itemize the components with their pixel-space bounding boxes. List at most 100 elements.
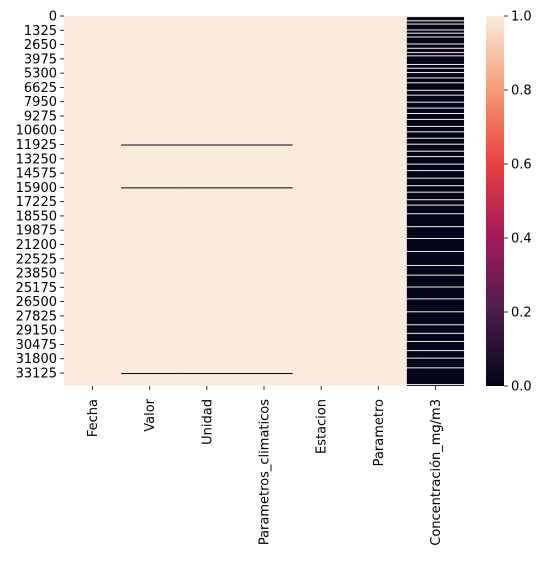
heatmap-cell-present: [406, 67, 464, 69]
y-tick-label: 26500: [16, 295, 57, 310]
heatmap-cell-present: [406, 131, 464, 133]
heatmap-cell-present: [406, 204, 464, 206]
heatmap-cell-present: [406, 274, 464, 276]
x-tick-label: Parametro: [372, 399, 387, 466]
heatmap-column-5: [349, 16, 408, 386]
heatmap-cell-present: [406, 170, 464, 172]
heatmap-cell-present: [406, 77, 464, 79]
heatmap-cell-missing: [178, 373, 236, 375]
heatmap-cell-present: [406, 185, 464, 187]
heatmap-cell-missing: [121, 187, 179, 189]
heatmap-cell-present: [406, 36, 464, 38]
heatmap-cell-present: [406, 264, 464, 266]
heatmap-cell-missing: [235, 144, 293, 146]
x-tick-label: Unidad: [200, 399, 215, 445]
heatmap-cell-present: [406, 72, 464, 74]
heatmap-cell-present: [406, 55, 464, 57]
x-axis-tick-labels: Fecha Valor Unidad Parametros_climaticos Est…: [86, 386, 444, 546]
heatmap-cell-present: [406, 112, 464, 114]
y-tick-label: 14575: [16, 167, 57, 182]
y-tick-label: 27825: [16, 309, 57, 324]
y-tick-label: 11925: [16, 138, 57, 153]
x-tick-label: Fecha: [86, 399, 101, 437]
heatmap-cell-present: [406, 32, 464, 34]
y-axis-tick-labels: 0132526503975530066257950927510600119251…: [16, 10, 64, 382]
y-tick-label: 10600: [16, 124, 57, 139]
y-tick-label: 30475: [16, 338, 57, 353]
y-tick-label: 7950: [24, 95, 57, 110]
heatmap-cell-present: [406, 250, 464, 252]
heatmap-column-1: [121, 16, 179, 386]
heatmap-cell-present: [406, 384, 464, 386]
y-tick-label: 21200: [16, 238, 57, 253]
y-tick-label: 2650: [24, 38, 57, 53]
heatmap-cell-present: [406, 29, 464, 31]
heatmap-cell-present: [406, 94, 464, 96]
heatmap-cell-present: [406, 107, 464, 109]
colorbar: 0.0 0.2 0.4 0.6 0.8 1.0: [486, 10, 532, 395]
heatmap-cell-missing: [235, 373, 293, 375]
heatmap-cell-present: [406, 125, 464, 127]
heatmap-cell-present: [406, 238, 464, 240]
heatmap-cell-present: [406, 340, 464, 342]
heatmap-cell-present: [406, 213, 464, 215]
heatmap-cell-missing: [121, 144, 179, 146]
colorbar-tick-label: 0.4: [511, 232, 532, 247]
y-tick-label: 23850: [16, 267, 57, 282]
heatmap-column-4: [292, 16, 351, 386]
y-tick-label: 15900: [16, 181, 57, 196]
x-tick-label: Estacion: [315, 399, 330, 454]
y-tick-label: 3975: [24, 52, 57, 67]
heatmap-cell-present: [406, 324, 464, 326]
y-tick-label: 33125: [16, 367, 57, 382]
colorbar-gradient: [486, 16, 504, 386]
heatmap-column-6: [406, 16, 464, 386]
y-tick-label: 25175: [16, 281, 57, 296]
y-tick-label: 31800: [16, 352, 57, 367]
heatmap-cell-present: [406, 137, 464, 139]
x-tick-label: Concentración_mg/m3: [429, 399, 444, 546]
heatmap-cell-present: [406, 63, 464, 65]
heatmap-plot-area: [64, 16, 465, 386]
heatmap-cell-present: [406, 332, 464, 334]
heatmap-cell-present: [406, 163, 464, 165]
x-tick-label: Parametros_climaticos: [258, 399, 273, 545]
heatmap-cell-present: [406, 298, 464, 300]
y-tick-label: 1325: [24, 24, 57, 39]
y-tick-label: 0: [49, 10, 57, 25]
heatmap-cell-present: [406, 20, 464, 22]
x-tick-label: Valor: [143, 398, 158, 431]
y-tick-label: 6625: [24, 81, 57, 96]
heatmap-cell-present: [406, 156, 464, 158]
colorbar-tick-label: 0.8: [511, 84, 532, 99]
heatmap-cell-present: [406, 199, 464, 201]
heatmap-column-3: [235, 16, 294, 386]
heatmap-cell-present: [406, 101, 464, 103]
heatmap-cell-present: [406, 150, 464, 152]
heatmap-cell-missing: [178, 144, 236, 146]
heatmap-cell-present: [406, 118, 464, 120]
y-tick-label: 13250: [16, 152, 57, 167]
y-tick-label: 5300: [24, 67, 57, 82]
heatmap-cell-present: [406, 357, 464, 359]
heatmap-cell-missing: [121, 373, 179, 375]
heatmap-cell-present: [406, 350, 464, 352]
heatmap-column-2: [178, 16, 236, 386]
heatmap-cell-present: [406, 52, 464, 54]
heatmap-cell-present: [406, 177, 464, 179]
heatmap-cell-present: [406, 23, 464, 25]
y-tick-label: 17225: [16, 195, 57, 210]
heatmap-cell-missing: [178, 187, 236, 189]
y-tick-label: 9275: [24, 109, 57, 124]
heatmap-cell-present: [406, 367, 464, 369]
heatmap-cell-present: [406, 47, 464, 49]
heatmap-cell-present: [406, 311, 464, 313]
heatmap-cell-missing: [235, 187, 293, 189]
y-tick-label: 19875: [16, 224, 57, 239]
heatmap-column-0: [64, 16, 122, 386]
heatmap-cell-present: [406, 43, 464, 45]
heatmap-cell-present: [406, 89, 464, 91]
heatmap-cell-present: [406, 286, 464, 288]
heatmap-cell-present: [406, 143, 464, 145]
y-tick-label: 29150: [16, 324, 57, 339]
